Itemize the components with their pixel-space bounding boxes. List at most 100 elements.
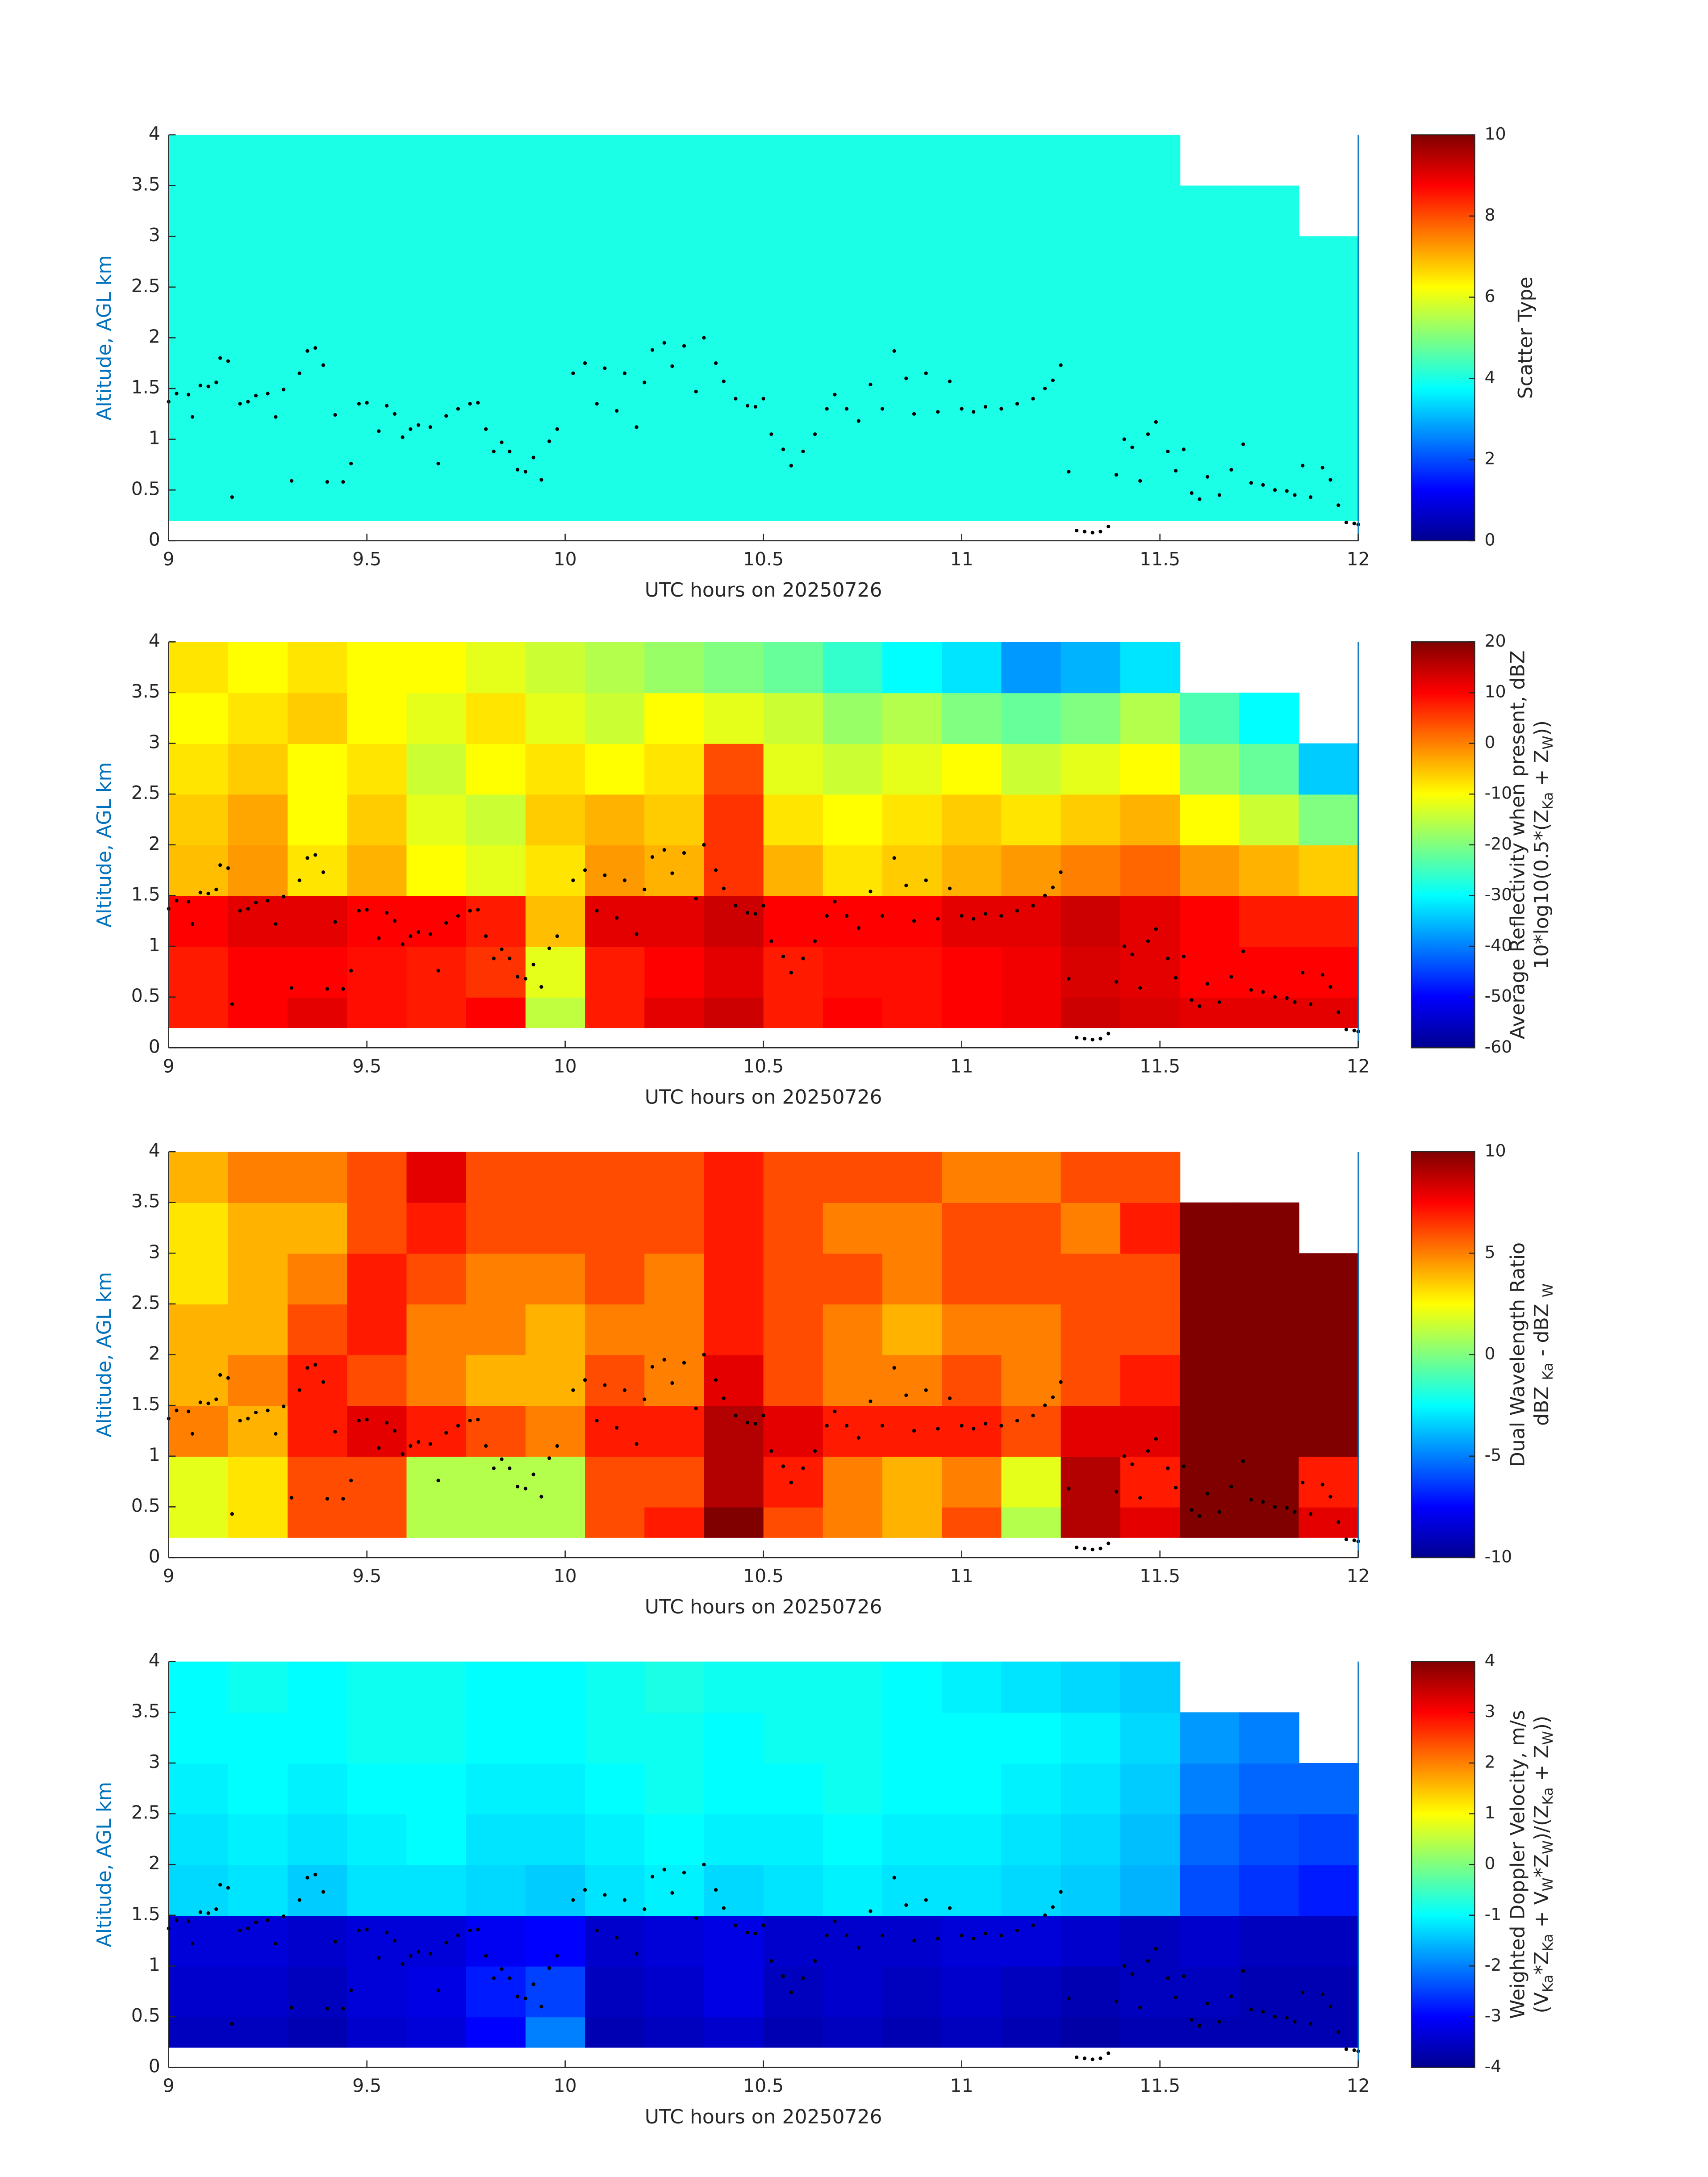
cloud-base-dot [856,926,860,930]
heat-cell [1239,692,1299,744]
heat-cell [228,1966,288,2018]
cloud-base-dot [904,1903,908,1907]
cloud-base-dot [289,1496,294,1500]
heat-cell [763,844,824,896]
cloud-base-dot [1273,995,1277,999]
heat-cell [228,2017,288,2048]
heat-cell [585,490,645,521]
heat-cell [406,1661,467,1713]
cloud-base-dot [722,380,726,384]
heat-cell [942,490,1002,521]
cloud-base-dot [357,402,361,406]
cloud-base-dot [555,427,559,431]
heat-cell [347,794,407,846]
cloud-base-dot [401,942,405,946]
heat-cell [823,1202,883,1254]
cloud-base-dot [833,1919,837,1923]
heat-cell [525,1253,586,1305]
heat-cell [1239,946,1299,998]
heat-cell [466,895,526,947]
cloud-base-dot [186,1919,191,1923]
cloud-base-dot [972,1427,976,1431]
heat-cell [644,1864,705,1916]
heat-cell [288,1915,348,1967]
heat-cell [644,439,705,491]
cloud-base-dot [1352,522,1356,526]
heat-cell [525,1661,586,1713]
cloud-base-dot [1166,449,1170,454]
cloud-base-dot [1241,442,1245,447]
cloud-base-dot [682,344,686,348]
cloud-base-dot [218,356,222,360]
cloud-base-dot [761,1413,765,1417]
cloud-base-dot [1352,1538,1356,1542]
cloud-base-dot [869,890,873,894]
label-part: + Z [1530,1745,1553,1787]
cloud-base-dot [1336,1520,1341,1524]
heat-cell [823,1915,883,1967]
heat-cell [942,794,1002,846]
cloud-base-dot [869,1909,873,1913]
heat-cell [466,844,526,896]
y-tick-label: 4 [149,630,160,651]
heat-cell [704,1661,764,1713]
heat-cell [1061,642,1121,694]
heat-cell [1180,389,1240,440]
colorbar-label: Average Reflectivity when present, dBZ [1507,650,1529,1039]
cloud-base-dot [393,412,397,416]
cloud-base-dot [801,1466,805,1471]
cloud-base-dot [1198,2024,1202,2028]
x-tick-label: 12 [1347,1055,1370,1077]
cloud-base-dot [1174,1995,1178,1999]
heat-cell [288,1405,348,1457]
cloud-base-dot [531,1472,535,1476]
heat-cell [288,642,348,694]
heat-cell [823,185,883,237]
heat-cell [942,692,1002,744]
heat-cell [1299,439,1359,491]
heat-cell [406,1456,467,1508]
heat-cell [644,794,705,846]
heat-cell [1120,1304,1181,1355]
label-part: dBZ [1530,1380,1553,1426]
cloud-base-dot [1336,503,1341,507]
cloud-base-dot [436,969,440,973]
colorbar-tick-label: -4 [1485,2056,1502,2076]
cloud-base-dot [190,415,195,419]
heat-cell [1001,997,1061,1028]
heat-cell [406,490,467,521]
heat-cell [704,692,764,744]
cloud-base-dot [547,946,551,950]
x-tick-label: 10 [554,1055,577,1077]
heat-cell [228,895,288,947]
cloud-base-dot [603,366,607,370]
heat-cell [763,1864,824,1916]
cloud-base-dot [643,887,647,891]
heat-cell [525,642,586,694]
heat-cell [347,997,407,1028]
colorbar-tick-label: -50 [1485,986,1512,1006]
cloud-base-dot [912,1939,916,1943]
cloud-base-dot [377,1956,381,1960]
y-axis-label: Altitude, AGL km [93,255,116,420]
heat-cell [168,1354,229,1406]
heat-cell [466,1661,526,1713]
cloud-base-dot [1107,1032,1111,1036]
cloud-base-dot [1154,1437,1158,1441]
y-tick-label: 2.5 [131,275,160,297]
cloud-base-dot [1249,1498,1253,1502]
cloud-base-dot [238,402,242,406]
heat-cell [406,389,467,440]
cloud-base-dot [190,1942,195,1946]
heat-cell [585,1253,645,1305]
cloud-base-dot [912,919,916,923]
cloud-base-dot [313,1872,317,1877]
cloud-base-dot [595,909,599,913]
heat-cell [1120,1763,1181,1814]
cloud-base-dot [175,1408,179,1412]
cloud-base-dot [186,1409,191,1413]
heat-cell [1120,692,1181,744]
cloud-base-dot [523,1997,527,2001]
